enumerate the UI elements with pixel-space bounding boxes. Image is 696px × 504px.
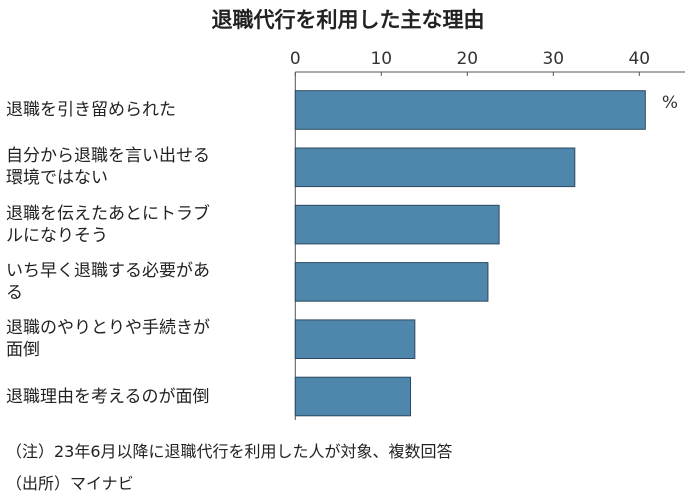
unit-label: % bbox=[662, 93, 678, 113]
category-label-line: 退職を引き留められた bbox=[6, 100, 176, 120]
chart-note: （注）23年6月以降に退職代行を利用した人が対象、複数回答 bbox=[6, 442, 453, 461]
category-label: 自分から退職を言い出せる 環境ではない bbox=[6, 145, 291, 189]
category-label-line: る bbox=[6, 282, 23, 303]
bar bbox=[294, 204, 500, 245]
category-label-line: 退職のやりとりや手続きが bbox=[6, 318, 210, 339]
x-tick-label: 30 bbox=[542, 49, 564, 69]
category-label-line: いち早く退職する必要があ bbox=[6, 260, 210, 281]
bar bbox=[294, 376, 412, 417]
bar bbox=[294, 90, 646, 130]
bar bbox=[294, 147, 576, 188]
category-label: 退職を伝えたあとにトラブ ルになりそう bbox=[6, 203, 291, 247]
category-label: 退職のやりとりや手続きが 面倒 bbox=[6, 317, 291, 361]
category-label: 退職理由を考えるのが面倒 bbox=[6, 386, 291, 408]
x-tick-label: 0 bbox=[290, 49, 301, 69]
category-label-line: 面倒 bbox=[6, 340, 40, 361]
category-label-line: 環境ではない bbox=[6, 168, 108, 189]
category-label-line: 自分から退職を言い出せる bbox=[6, 146, 210, 167]
category-label: 退職を引き留められた bbox=[6, 99, 291, 121]
x-tick-label: 40 bbox=[628, 49, 650, 69]
x-tick-label: 10 bbox=[370, 49, 392, 69]
bar bbox=[294, 262, 489, 302]
category-label: いち早く退職する必要がある bbox=[6, 260, 291, 304]
bar bbox=[294, 319, 416, 359]
category-label-line: 退職を伝えたあとにトラブ bbox=[6, 203, 210, 224]
category-label-line: 退職理由を考えるのが面倒 bbox=[6, 386, 210, 407]
category-label-line: ルになりそう bbox=[6, 225, 108, 246]
chart-title: 退職代行を利用した主な理由 bbox=[211, 8, 485, 32]
chart-source: （出所）マイナビ bbox=[6, 474, 134, 493]
x-tick-label: 20 bbox=[456, 49, 478, 69]
